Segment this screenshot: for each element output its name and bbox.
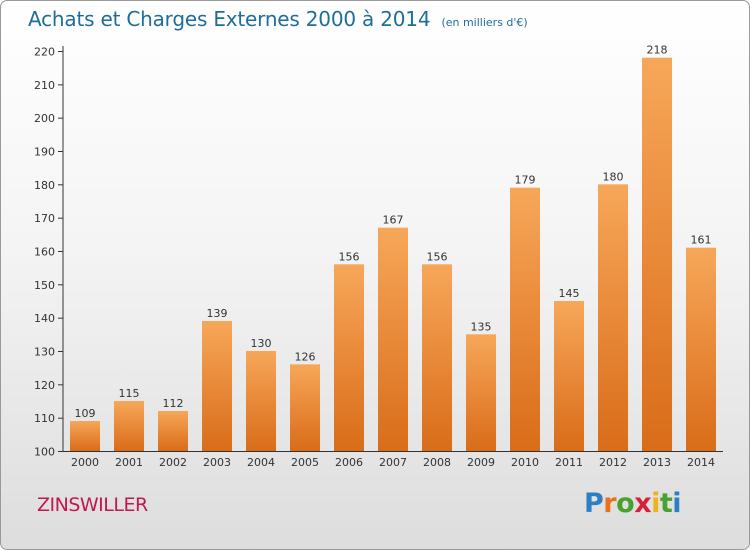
y-tick-label: 160 (34, 246, 55, 259)
bar (114, 401, 144, 451)
y-tick-label: 200 (34, 112, 55, 125)
y-tick-label: 100 (34, 446, 55, 459)
data-label: 130 (251, 337, 272, 350)
bar (598, 184, 628, 452)
data-label: 135 (471, 320, 492, 333)
y-tick-label: 150 (34, 279, 55, 292)
data-label: 112 (163, 397, 184, 410)
x-tick-label: 2007 (379, 456, 407, 469)
brand-letter: o (616, 488, 635, 519)
data-label: 156 (339, 250, 360, 263)
bar (246, 351, 276, 451)
x-tick-label: 2011 (555, 456, 583, 469)
x-tick-label: 2001 (115, 456, 143, 469)
x-tick-label: 2004 (247, 456, 275, 469)
y-tick-label: 120 (34, 379, 55, 392)
data-label: 115 (119, 387, 140, 400)
y-tick-label: 140 (34, 312, 55, 325)
data-label: 180 (603, 170, 624, 183)
bar (378, 227, 408, 451)
data-label: 156 (427, 250, 448, 263)
brand-letter: r (603, 488, 617, 519)
chart-subtitle: (en milliers d'€) (441, 16, 528, 29)
data-label: 161 (691, 234, 712, 247)
x-tick-label: 2012 (599, 456, 627, 469)
bar (642, 57, 672, 452)
bar (334, 264, 364, 451)
brand-logo: Proxiti (584, 488, 682, 519)
bar (554, 301, 584, 451)
x-axis: 2000 2001 2002 2003 2004 2005 2006 2007 2008 2009… (63, 451, 723, 469)
data-label: 126 (295, 350, 316, 363)
chart-title: Achats et Charges Externes 2000 à 2014 (28, 7, 431, 31)
brand-letter: i (651, 488, 660, 519)
data-label: 109 (75, 407, 96, 420)
y-tick-label: 210 (34, 79, 55, 92)
bar (510, 187, 540, 451)
x-tick-label: 2002 (159, 456, 187, 469)
bar (70, 421, 100, 451)
brand-letter: t (659, 488, 673, 519)
y-tick-label: 130 (34, 346, 55, 359)
data-label: 179 (515, 174, 536, 187)
x-tick-label: 2008 (423, 456, 451, 469)
chart-title-line: Achats et Charges Externes 2000 à 2014 (… (28, 7, 528, 31)
x-tick-label: 2013 (643, 456, 671, 469)
bar (686, 247, 716, 451)
x-tick-label: 2009 (467, 456, 495, 469)
x-tick-label: 2006 (335, 456, 363, 469)
x-tick-label: 2010 (511, 456, 539, 469)
x-tick-label: 2003 (203, 456, 231, 469)
y-tick-label: 110 (34, 412, 55, 425)
y-tick-label: 180 (34, 179, 55, 192)
bar (202, 321, 232, 451)
data-label: 218 (647, 44, 668, 57)
brand-letter: P (584, 488, 604, 519)
bar (290, 364, 320, 451)
x-tick-label: 2000 (71, 456, 99, 469)
bars: 109 115 112 139 130 126 156 167 156 135 179 145 180 2… (70, 44, 716, 452)
y-tick-label: 190 (34, 146, 55, 159)
location-name: ZINSWILLER (37, 494, 148, 516)
y-axis: 100 110 120 130 140 150 160 170 180 190 200 210 220 (34, 46, 64, 459)
y-tick-label: 170 (34, 212, 55, 225)
bar (422, 264, 452, 451)
bar (158, 411, 188, 451)
x-tick-label: 2005 (291, 456, 319, 469)
bar (466, 334, 496, 451)
data-label: 139 (207, 307, 228, 320)
x-tick-label: 2014 (687, 456, 715, 469)
data-label: 167 (383, 214, 404, 227)
y-tick-label: 220 (34, 46, 55, 59)
data-label: 145 (559, 287, 580, 300)
brand-letter: i (672, 488, 682, 519)
brand-letter: x (634, 488, 652, 519)
